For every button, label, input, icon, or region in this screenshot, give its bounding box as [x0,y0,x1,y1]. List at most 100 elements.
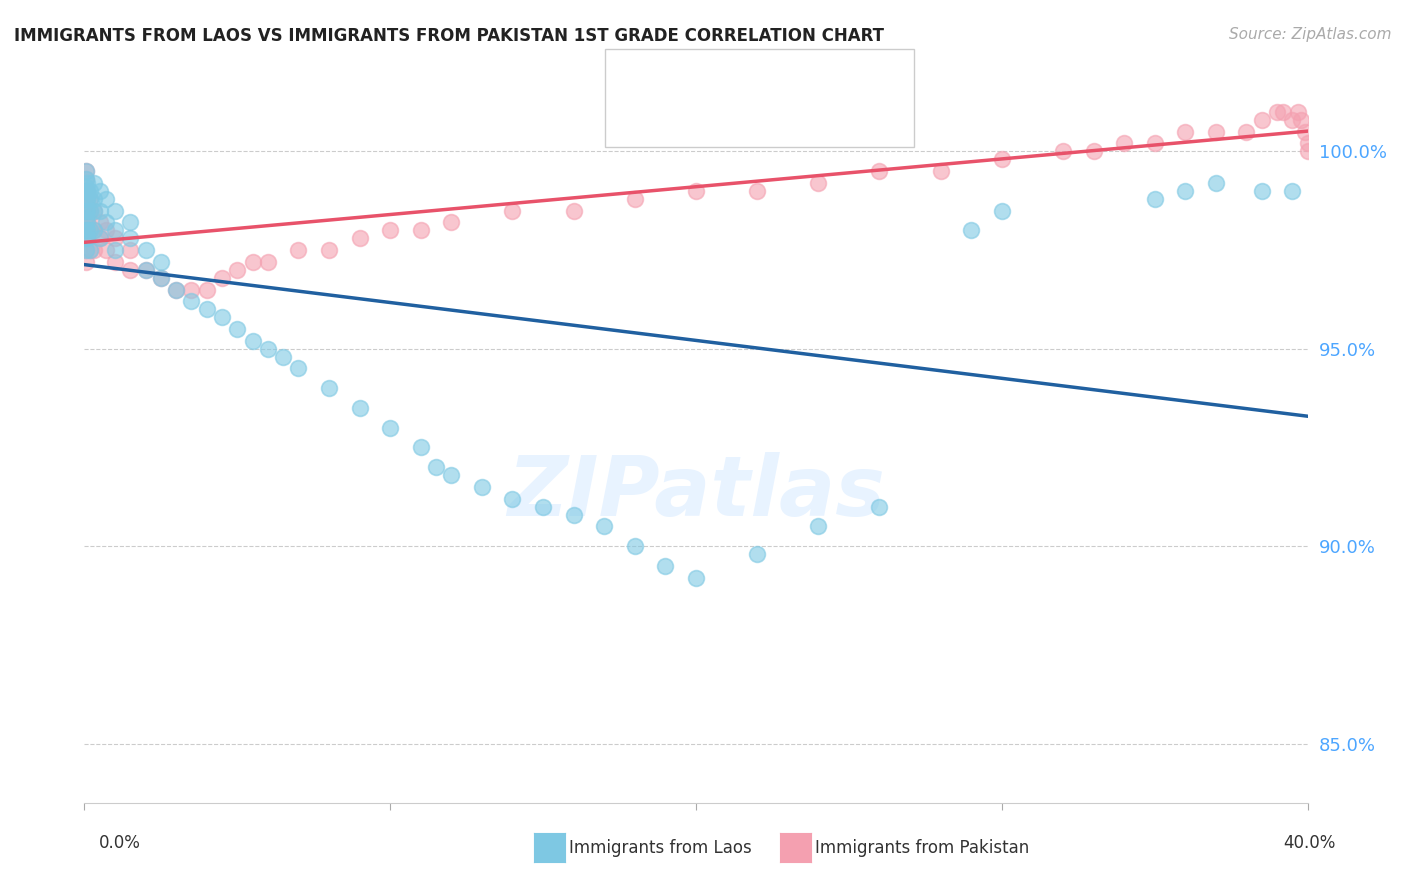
Point [1236,125,1258,139]
Text: Source: ZipAtlas.com: Source: ZipAtlas.com [1229,27,1392,42]
Point [747,547,769,561]
Point [149,270,172,285]
Point [83,176,105,190]
Point [1052,145,1074,159]
Text: 40.0%: 40.0% [1284,834,1336,852]
Point [1083,145,1105,159]
Point [1205,176,1227,190]
Point [104,231,127,245]
Point [531,500,554,514]
Point [76,231,98,245]
Point [349,231,371,245]
Point [1250,112,1272,127]
Point [149,270,172,285]
Text: N =: N = [761,74,800,92]
Point [1281,184,1303,198]
Text: ZIPatlas: ZIPatlas [508,451,884,533]
Point [76,192,98,206]
Point [807,519,830,533]
Text: IMMIGRANTS FROM LAOS VS IMMIGRANTS FROM PAKISTAN 1ST GRADE CORRELATION CHART: IMMIGRANTS FROM LAOS VS IMMIGRANTS FROM … [14,27,884,45]
Point [83,192,105,206]
Point [1143,192,1166,206]
Point [89,203,111,218]
Point [195,302,218,317]
Point [75,180,97,194]
Point [75,172,97,186]
Point [654,558,676,573]
Point [83,223,105,237]
Point [79,223,101,237]
Point [562,203,585,218]
Point [94,192,117,206]
Point [135,243,157,257]
Point [75,223,97,237]
Point [409,223,432,237]
Point [807,176,830,190]
Point [409,441,432,455]
Point [991,203,1014,218]
Point [1291,112,1313,127]
Point [89,184,111,198]
Point [1143,136,1166,151]
Point [502,203,524,218]
Point [104,203,127,218]
Point [76,203,98,218]
Text: Immigrants from Pakistan: Immigrants from Pakistan [815,839,1029,857]
Point [104,223,127,237]
Point [380,223,402,237]
Point [1174,184,1197,198]
Point [747,184,769,198]
Point [104,243,127,257]
Point [257,342,280,356]
Point [440,468,463,483]
Point [135,262,157,277]
Text: 0.366: 0.366 [702,112,758,129]
Point [75,231,97,245]
Point [89,231,111,245]
Point [1296,145,1319,159]
Point [211,270,233,285]
Point [76,215,98,229]
Point [75,231,97,245]
Point [75,203,97,218]
Point [1114,136,1136,151]
Point [76,231,98,245]
Point [226,322,249,336]
Point [211,310,233,325]
Point [165,283,187,297]
Point [1250,184,1272,198]
Point [75,255,97,269]
Point [685,184,707,198]
Point [149,255,172,269]
Point [75,203,97,218]
Point [120,243,142,257]
Point [76,192,98,206]
Point [75,184,97,198]
Point [83,203,105,218]
Point [104,255,127,269]
Point [79,192,101,206]
Point [624,539,647,553]
Point [624,192,647,206]
Point [180,294,202,309]
Point [1205,125,1227,139]
Point [79,192,101,206]
Point [83,203,105,218]
Point [271,350,294,364]
Point [960,223,983,237]
Point [76,203,98,218]
Point [79,184,101,198]
Point [75,243,97,257]
Point [1281,112,1303,127]
Point [380,421,402,435]
Point [991,153,1014,167]
Point [75,192,97,206]
Point [76,184,98,198]
Point [76,223,98,237]
Point [287,243,309,257]
Point [242,255,264,269]
Point [94,243,117,257]
Point [1265,104,1288,119]
Point [79,203,101,218]
Point [94,223,117,237]
